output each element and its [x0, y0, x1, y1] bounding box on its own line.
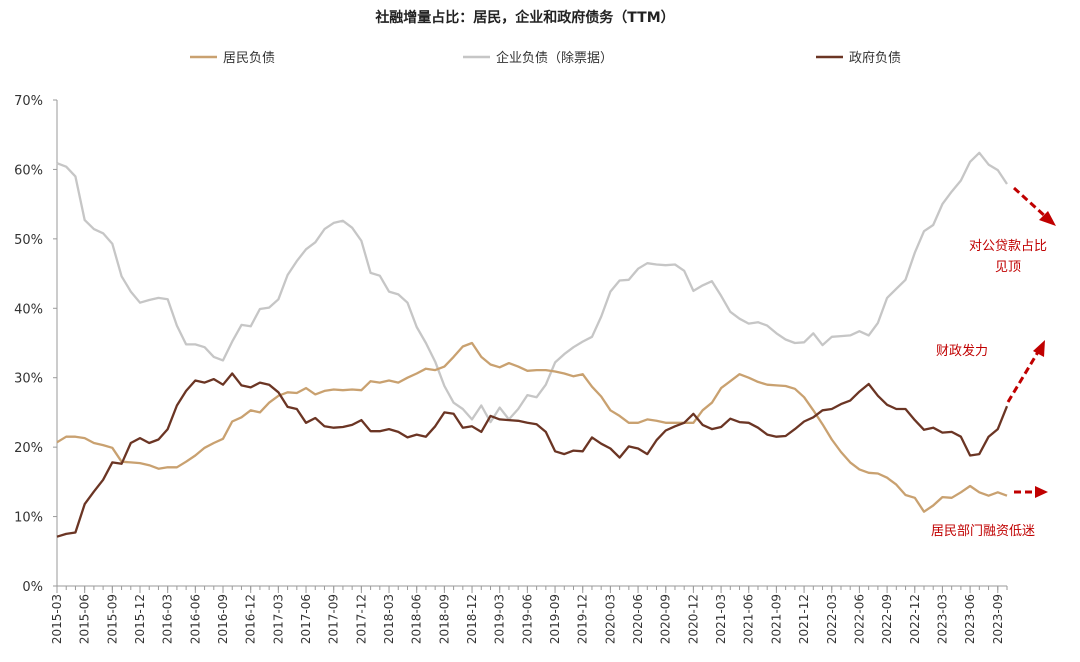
- legend-item-household: 居民负债: [190, 51, 275, 66]
- annotation-household: 居民部门融资低迷: [931, 524, 1035, 539]
- legend-item-corporate: 企业负债（除票据）: [463, 50, 613, 66]
- series-layer: [56, 151, 1009, 538]
- arrow-government-up: [1006, 351, 1040, 403]
- x-tick-label: 2016-09: [216, 594, 230, 644]
- annotation-corporate-line-1: 对公贷款占比: [969, 239, 1047, 254]
- arrow-corporate-down: [1012, 186, 1048, 219]
- legend-item-government: 政府负债: [816, 51, 901, 66]
- x-tick-label: 2015-06: [78, 594, 92, 644]
- y-tick-label: 10%: [14, 511, 43, 526]
- x-tick-label: 2021-09: [769, 594, 783, 644]
- y-tick-label: 50%: [14, 233, 43, 248]
- x-tick-label: 2017-06: [299, 594, 313, 644]
- annotation-corporate-line-2: 见顶: [995, 260, 1021, 275]
- x-tick-label: 2016-12: [244, 594, 258, 644]
- legend-label-government: 政府负债: [849, 51, 901, 66]
- x-tick-label: 2017-12: [354, 594, 368, 644]
- y-tick-label: 20%: [14, 441, 43, 456]
- x-tick-label: 2022-12: [908, 594, 922, 644]
- x-tick-label: 2018-06: [410, 594, 424, 644]
- x-tick-label: 2021-06: [742, 594, 756, 644]
- x-tick-label: 2020-09: [659, 594, 673, 644]
- x-tick-label: 2019-12: [576, 594, 590, 644]
- y-tick-label: 40%: [14, 302, 43, 317]
- series-government-line: [56, 372, 1009, 538]
- arrow-corporate-down-head: [1039, 211, 1056, 226]
- x-tick-label: 2021-12: [797, 594, 811, 644]
- y-tick-label: 0%: [22, 580, 43, 595]
- x-tick-label: 2021-03: [714, 594, 728, 644]
- y-tick-label: 70%: [14, 94, 43, 109]
- x-tick-label: 2020-12: [686, 594, 700, 644]
- chart-title: 社融增量占比：居民，企业和政府债务（TTM）: [374, 9, 674, 26]
- x-tick-label: 2020-03: [603, 594, 617, 644]
- x-tick-label: 2019-09: [548, 594, 562, 644]
- x-tick-label: 2019-06: [520, 594, 534, 644]
- legend: 居民负债 企业负债（除票据） 政府负债: [190, 50, 901, 66]
- arrow-government-up-head: [1033, 340, 1045, 357]
- y-axis: 0% 10% 20% 30% 40% 50% 60% 70%: [14, 94, 58, 595]
- series-household-line: [56, 341, 1008, 513]
- x-tick-label: 2016-03: [161, 594, 175, 644]
- annotations: 对公贷款占比 见顶 财政发力 居民部门融资低迷: [931, 186, 1056, 539]
- x-tick-label: 2022-03: [825, 594, 839, 644]
- x-tick-label: 2015-03: [50, 594, 64, 644]
- y-tick-label: 30%: [14, 372, 43, 387]
- x-tick-label: 2022-06: [852, 594, 866, 644]
- x-tick-label: 2023-06: [963, 594, 977, 644]
- x-tick-label: 2015-09: [105, 594, 119, 644]
- x-tick-label: 2020-06: [631, 594, 645, 644]
- arrow-household-flat-head: [1035, 486, 1048, 498]
- x-tick-label: 2015-12: [133, 594, 147, 644]
- x-tick-label: 2018-09: [437, 594, 451, 644]
- legend-label-household: 居民负债: [223, 51, 275, 66]
- x-tick-label: 2017-03: [271, 594, 285, 644]
- x-tick-label: 2018-12: [465, 594, 479, 644]
- x-tick-label: 2023-03: [935, 594, 949, 644]
- series-corporate-line: [56, 151, 1008, 424]
- x-tick-label: 2022-09: [880, 594, 894, 644]
- annotation-government: 财政发力: [936, 343, 988, 359]
- x-axis: 2015-03 2015-06 2015-09 2015-12 2016-03 2016-…: [50, 585, 1008, 644]
- y-tick-label: 60%: [14, 163, 43, 178]
- x-tick-label: 2018-03: [382, 594, 396, 644]
- x-tick-label: 2019-03: [493, 594, 507, 644]
- x-tick-label: 2016-06: [188, 594, 202, 644]
- x-tick-label: 2017-09: [327, 594, 341, 644]
- legend-label-corporate: 企业负债（除票据）: [496, 50, 613, 66]
- x-tick-label: 2023-09: [991, 594, 1005, 644]
